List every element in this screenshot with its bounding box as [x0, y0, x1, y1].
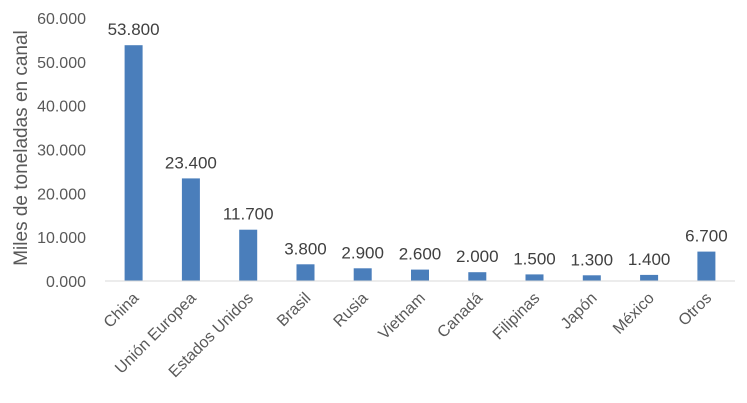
- bar: [353, 268, 372, 281]
- y-tick-label: 60.000: [37, 11, 86, 28]
- bar: [239, 229, 258, 281]
- data-label: 3.800: [284, 239, 327, 258]
- y-tick-label: 30.000: [37, 143, 86, 160]
- data-label: 53.800: [108, 20, 160, 39]
- bar: [640, 274, 659, 281]
- y-tick-label: 10.000: [37, 230, 86, 247]
- y-tick-label: 50.000: [37, 55, 86, 72]
- x-tick-label: Brasil: [274, 290, 314, 330]
- data-label: 2.600: [399, 245, 442, 264]
- x-tick-label: China: [101, 290, 143, 332]
- x-tick-label: México: [610, 290, 658, 338]
- data-label: 1.300: [571, 250, 614, 269]
- y-axis-ticks: 0.000 10.000 20.000 30.000 40.000 50.000 60.00…: [37, 11, 86, 291]
- bar: [582, 275, 601, 281]
- bar: [124, 45, 143, 282]
- bar: [697, 251, 716, 281]
- data-label: 1.500: [513, 249, 556, 268]
- x-tick-label: Filipinas: [490, 290, 544, 344]
- data-label: 23.400: [165, 153, 217, 172]
- bar: [468, 272, 487, 281]
- y-tick-label: 0.000: [46, 274, 86, 291]
- x-tick-label: Rusia: [331, 290, 372, 331]
- data-label: 2.000: [456, 247, 499, 266]
- bar: [296, 264, 315, 281]
- x-tick-label: Japón: [558, 290, 601, 333]
- x-tick-label: Otros: [676, 290, 716, 330]
- data-label: 1.400: [628, 250, 671, 269]
- bar: [181, 178, 200, 281]
- data-label: 2.900: [341, 243, 384, 262]
- y-axis-label: Miles de toneladas en canal: [11, 30, 32, 266]
- bar: [411, 269, 429, 281]
- data-labels: 53.800 23.400 11.700 3.800 2.900 2.600 2.000 1.…: [108, 20, 728, 269]
- data-label: 6.700: [685, 227, 728, 246]
- bars: [124, 45, 716, 282]
- y-tick-label: 20.000: [37, 186, 86, 203]
- x-tick-label: Canadá: [434, 290, 486, 342]
- y-tick-label: 40.000: [37, 99, 86, 116]
- x-tick-label: Vietnam: [376, 290, 429, 343]
- bar: [525, 274, 544, 281]
- data-label: 11.700: [223, 205, 274, 224]
